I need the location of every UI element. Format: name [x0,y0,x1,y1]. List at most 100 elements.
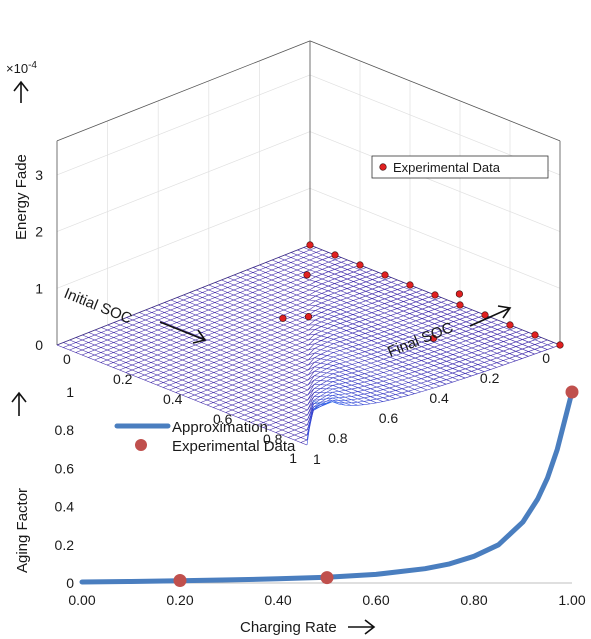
mesh-line [477,371,485,375]
mesh-line [269,402,277,406]
mesh-line [189,307,196,311]
mesh-line [214,319,221,323]
mesh-line [421,327,429,331]
mesh-line [347,259,354,263]
mesh-line [269,404,277,408]
mesh-line [195,309,203,313]
mesh-line [332,397,339,401]
mesh-line [232,404,239,408]
mesh-line [296,319,303,323]
mesh-line [138,344,146,348]
mesh-line [264,332,272,336]
mesh-line [182,384,189,388]
legend-label: Experimental Data [172,438,296,455]
mesh-line [195,347,202,351]
mesh-line [264,357,271,361]
mesh-line [213,384,220,388]
mesh-line [151,332,158,336]
mesh-line [282,417,289,421]
mesh-line [200,392,208,396]
mesh-line [339,345,347,349]
mesh-line [345,393,352,397]
mesh-line [339,363,346,367]
mesh-line [352,362,359,365]
mesh-line [233,312,240,316]
mesh-line [333,356,340,360]
mesh-line [282,379,290,383]
mesh-line [357,401,365,405]
mesh-line [378,303,385,307]
mesh-line [389,383,396,387]
mesh-line [302,292,310,296]
mesh-line [370,402,377,405]
mesh-line [201,324,209,328]
mesh-line [414,375,422,379]
mesh-line [278,254,285,258]
mesh-line [340,276,348,280]
mesh-line [333,347,340,351]
mesh-line [440,309,448,313]
mesh-line [334,285,341,289]
mesh-line [201,352,208,356]
mesh-line [113,334,121,338]
experimental-point [506,321,514,329]
mesh-line [214,339,221,343]
mesh-line [409,303,417,307]
mesh-line [251,349,259,353]
mesh-line [170,329,177,333]
mesh-line [466,312,473,316]
mesh-line [126,347,133,351]
mesh-line [345,352,353,356]
mesh-line [316,249,323,253]
legend-label: Experimental Data [393,160,501,175]
mesh-line [308,357,315,361]
mesh-line [294,412,302,416]
mesh-line [263,402,270,406]
mesh-line [401,392,409,396]
mesh-line [264,337,271,341]
mesh-line [182,322,190,326]
mesh-line [316,247,323,251]
mesh-line [314,349,322,354]
mesh-line [384,315,391,318]
mesh-line [189,322,196,326]
mesh-line [219,367,227,371]
mesh-line [176,347,183,351]
x-tick-label: 0.40 [264,592,291,608]
mesh-line [340,295,348,299]
mesh-line [81,354,89,358]
mesh-line [370,382,378,385]
mesh-line [315,316,322,321]
mesh-line [252,279,260,283]
mesh-line [496,357,504,361]
mesh-line [415,355,422,359]
mesh-line [226,372,233,376]
mesh-line [288,379,296,383]
mesh-line [302,319,309,323]
mesh-line [465,316,473,320]
mesh-line [263,394,271,398]
mesh-line [408,380,415,383]
mesh-line [484,324,492,328]
mesh-line [420,376,428,379]
mesh-line [321,307,328,310]
mesh-line [81,352,89,356]
z-tick-label: 0 [35,337,43,353]
mesh-line [164,312,171,316]
mesh-line [357,391,365,395]
mesh-line [194,362,202,366]
mesh-line [427,385,434,389]
mesh-line [233,297,241,301]
mesh-line [244,392,252,396]
mesh-line [541,337,548,341]
mesh-line [496,364,504,368]
mesh-line [88,337,95,341]
mesh-line [169,384,176,388]
mesh-line [131,369,139,373]
mesh-line [497,322,504,326]
mesh-line [151,342,158,346]
mesh-line [351,364,359,368]
mesh-line [245,362,252,366]
mesh-line [164,319,171,323]
mesh-line [257,357,265,361]
